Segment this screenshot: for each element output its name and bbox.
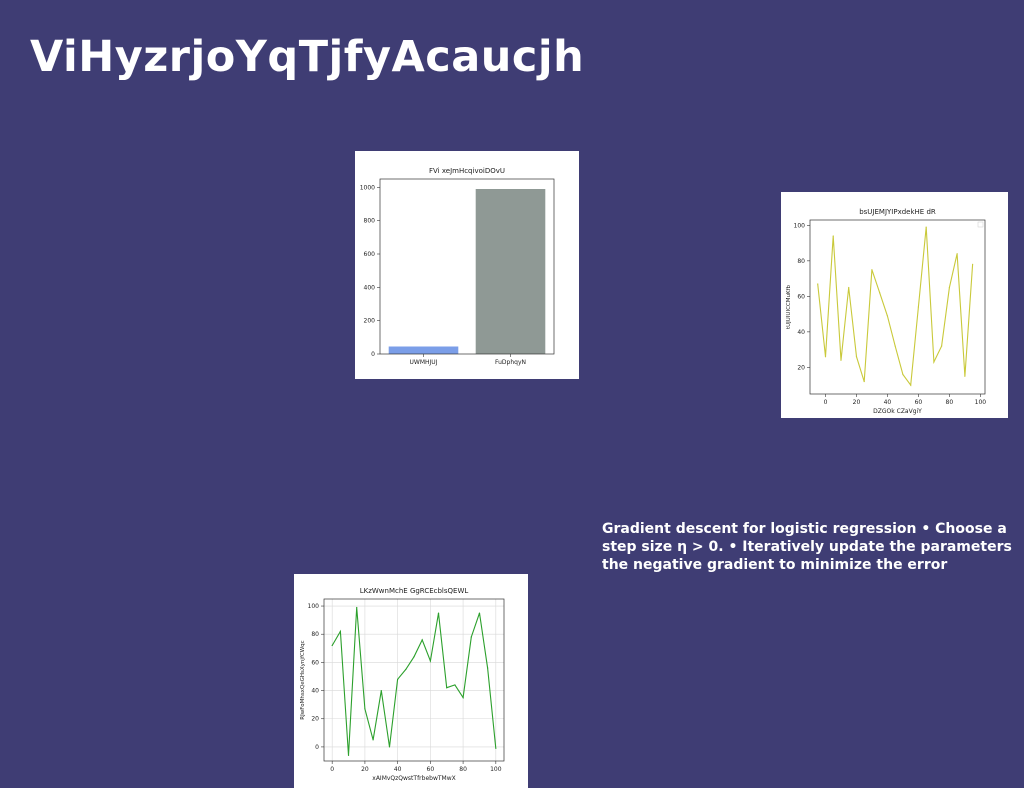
- x-axis-label: DZGOk CZaVgiY: [873, 408, 922, 415]
- x-tick-label: FuDphqyN: [495, 359, 526, 366]
- data-point: [879, 292, 881, 294]
- data-point: [964, 375, 966, 377]
- data-point: [925, 226, 927, 228]
- data-point: [832, 235, 834, 237]
- y-tick-label: 600: [364, 251, 376, 258]
- slide-body-text: Gradient descent for logistic regression…: [602, 521, 1012, 573]
- y-tick-label: 200: [364, 318, 376, 325]
- data-point: [454, 684, 456, 686]
- y-tick-label: 400: [364, 284, 376, 291]
- data-point: [495, 747, 497, 749]
- series-line: [817, 227, 974, 387]
- data-point: [339, 630, 341, 632]
- chart-title: bsUJEMJYIPxdekHE dR: [859, 208, 936, 216]
- data-point: [871, 269, 873, 271]
- data-point: [817, 283, 819, 285]
- x-tick-label: 40: [394, 766, 402, 773]
- data-point: [462, 697, 464, 699]
- y-tick-label: 0: [371, 351, 375, 358]
- green-line-chart-card: LKzWwnMchE GgRCEcblsQEWL 0 20 40 60 80 100 0 20 4…: [294, 574, 528, 788]
- chart-title: FVi xeJmHcqivoiDOvU: [429, 167, 505, 175]
- data-point: [948, 286, 950, 289]
- data-point: [956, 253, 958, 255]
- y-tick-label: 80: [797, 258, 805, 265]
- y-tick-label: 20: [311, 716, 319, 723]
- x-tick-label: 60: [427, 766, 435, 773]
- plot-frame: [379, 178, 555, 355]
- data-point: [388, 746, 391, 748]
- data-point: [902, 373, 904, 376]
- green-line-chart: LKzWwnMchE GgRCEcblsQEWL 0 20 40 60 80 100 0 20 4…: [300, 587, 505, 782]
- y-tick-label: 60: [797, 293, 805, 300]
- yellow-line-chart-card: bsUJEMJYIPxdekHE dR 0 20 40 60 80 100 20 40 60 80 1…: [781, 192, 1008, 418]
- data-point: [487, 667, 489, 669]
- x-tick-label: 60: [915, 399, 923, 406]
- plot-frame: [323, 598, 505, 762]
- x-axis-label: xAIMvQzQwstTfrbebwTMwX: [372, 775, 455, 782]
- data-point: [421, 639, 423, 641]
- data-point: [331, 644, 333, 647]
- x-tick-label: 20: [853, 399, 861, 406]
- x-tick-label: UWMHJUJ: [410, 359, 438, 366]
- y-tick-label: 40: [311, 688, 319, 695]
- data-point: [380, 689, 382, 692]
- data-point: [848, 286, 850, 289]
- data-point: [356, 606, 358, 609]
- x-tick-label: 80: [459, 766, 467, 773]
- chart-title: LKzWwnMchE GgRCEcblsQEWL: [360, 587, 469, 595]
- data-point: [429, 660, 431, 662]
- x-tick-label: 100: [490, 766, 502, 773]
- data-point: [470, 636, 472, 638]
- y-tick-label: 1000: [360, 184, 375, 191]
- data-point: [397, 678, 399, 680]
- data-point: [437, 612, 440, 614]
- slide-title: ViHyzrjoYqTjfyAcaucjh: [30, 32, 585, 82]
- bar-chart-card: FVi xeJmHcqivoiDOvU 0 200 400 600 800 1000 UWMH…: [355, 151, 579, 379]
- bar: [475, 189, 546, 354]
- data-point: [446, 687, 448, 689]
- series-line: [331, 607, 497, 756]
- data-point: [347, 754, 350, 756]
- y-axis-label: tUJUIUICCMuKfb: [786, 284, 792, 329]
- legend-box: [977, 221, 984, 228]
- y-tick-label: 40: [797, 329, 805, 336]
- x-tick-label: 20: [361, 766, 369, 773]
- y-tick-label: 60: [311, 659, 319, 666]
- data-point: [840, 359, 842, 361]
- data-point: [933, 361, 935, 363]
- bar-chart: FVi xeJmHcqivoiDOvU 0 200 400 600 800 1000 UWMH…: [360, 167, 555, 366]
- plot-frame: [809, 219, 986, 395]
- bar: [388, 346, 459, 354]
- x-tick-label: 100: [975, 399, 987, 406]
- y-tick-label: 0: [315, 744, 319, 751]
- data-point: [405, 668, 407, 671]
- data-point: [972, 263, 974, 265]
- data-point: [413, 656, 415, 658]
- x-tick-label: 0: [824, 399, 828, 406]
- y-tick-label: 100: [308, 603, 320, 610]
- x-tick-label: 40: [884, 399, 892, 406]
- data-point: [372, 739, 374, 741]
- data-point: [886, 315, 889, 317]
- data-point: [364, 708, 366, 710]
- y-axis-label: RJwFoMhsxQeGHsXynjfCWqc: [300, 640, 306, 719]
- data-point: [478, 612, 481, 614]
- y-tick-label: 100: [794, 222, 806, 229]
- data-point: [917, 306, 920, 308]
- data-point: [941, 345, 943, 347]
- data-point: [894, 345, 896, 347]
- data-point: [910, 384, 912, 386]
- data-point: [863, 380, 865, 383]
- data-point: [855, 356, 858, 358]
- x-tick-label: 80: [946, 399, 954, 406]
- yellow-line-chart: bsUJEMJYIPxdekHE dR 0 20 40 60 80 100 20 40 60 80 1…: [786, 208, 987, 415]
- y-tick-label: 800: [364, 218, 376, 225]
- data-point: [824, 356, 827, 358]
- y-tick-label: 20: [797, 364, 805, 371]
- x-tick-label: 0: [330, 766, 334, 773]
- y-tick-label: 80: [311, 631, 319, 638]
